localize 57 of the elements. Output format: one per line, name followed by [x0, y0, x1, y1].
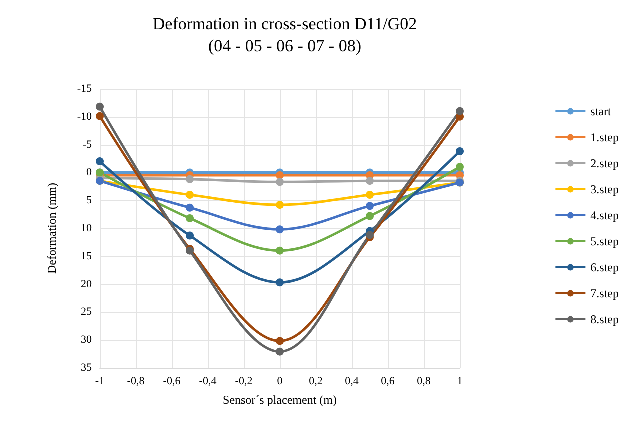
legend-label: 3.step [590, 182, 620, 196]
x-tick-label: -0,2 [235, 376, 253, 388]
point [456, 163, 464, 172]
legend-label: 2.step [590, 156, 620, 170]
legend-label: 1.step [590, 130, 620, 144]
point [456, 148, 464, 156]
chart-title: Deformation in cross-section D11/G02 (04 - 05 - 06 - 07 - 08) [152, 14, 418, 56]
x-tick-label: 0,6 [381, 376, 396, 388]
point [96, 158, 104, 166]
point [96, 102, 104, 111]
point [276, 278, 284, 287]
y-tick-label: 15 [81, 250, 92, 262]
point [366, 202, 374, 210]
y-tick-label: -5 [82, 138, 92, 151]
point [366, 212, 374, 220]
x-tick-label: -0,6 [163, 376, 182, 388]
point [276, 171, 284, 180]
y-tick-label: -15 [77, 83, 92, 95]
x-tick-label: 0 [277, 376, 284, 388]
point [186, 191, 194, 200]
x-tick-label: -0,4 [199, 376, 218, 388]
y-tick-label: 20 [81, 278, 92, 290]
y-tick-label: 35 [81, 362, 92, 374]
legend-label: 4.step [590, 208, 620, 222]
point [276, 201, 284, 210]
point [366, 177, 374, 186]
point [186, 232, 194, 240]
point [276, 348, 284, 356]
y-tick-label: -10 [77, 110, 92, 123]
y-tick-label: 10 [81, 222, 92, 234]
x-tick-label: 0,2 [309, 376, 323, 388]
legend-label: 6.step [590, 260, 620, 274]
y-axis-title: Deformation (mm) [45, 183, 59, 274]
legend-label: 7.step [590, 286, 620, 300]
y-tick-label: 5 [86, 194, 92, 207]
point [276, 226, 284, 234]
legend-label: 5.step [590, 234, 620, 248]
point [366, 191, 374, 200]
point [276, 337, 284, 346]
point [186, 214, 194, 222]
point [276, 178, 284, 186]
y-tick-label: 0 [86, 166, 92, 179]
y-tick-label: 25 [81, 306, 92, 318]
x-tick-label: 0,4 [345, 376, 360, 388]
x-axis-title: Sensor´s placement (m) [223, 393, 337, 407]
y-tick-label: 30 [81, 334, 92, 346]
x-tick-label: -1 [95, 376, 105, 388]
point [276, 246, 284, 255]
point [456, 107, 464, 116]
point [186, 204, 194, 212]
legend-label: 8.step [590, 312, 620, 326]
point [96, 112, 104, 120]
x-tick-label: 0,8 [417, 376, 432, 388]
x-tick-label: 1 [457, 376, 463, 388]
legend-label: start [590, 104, 612, 118]
x-tick-label: -0,8 [127, 376, 146, 388]
point [186, 175, 194, 184]
